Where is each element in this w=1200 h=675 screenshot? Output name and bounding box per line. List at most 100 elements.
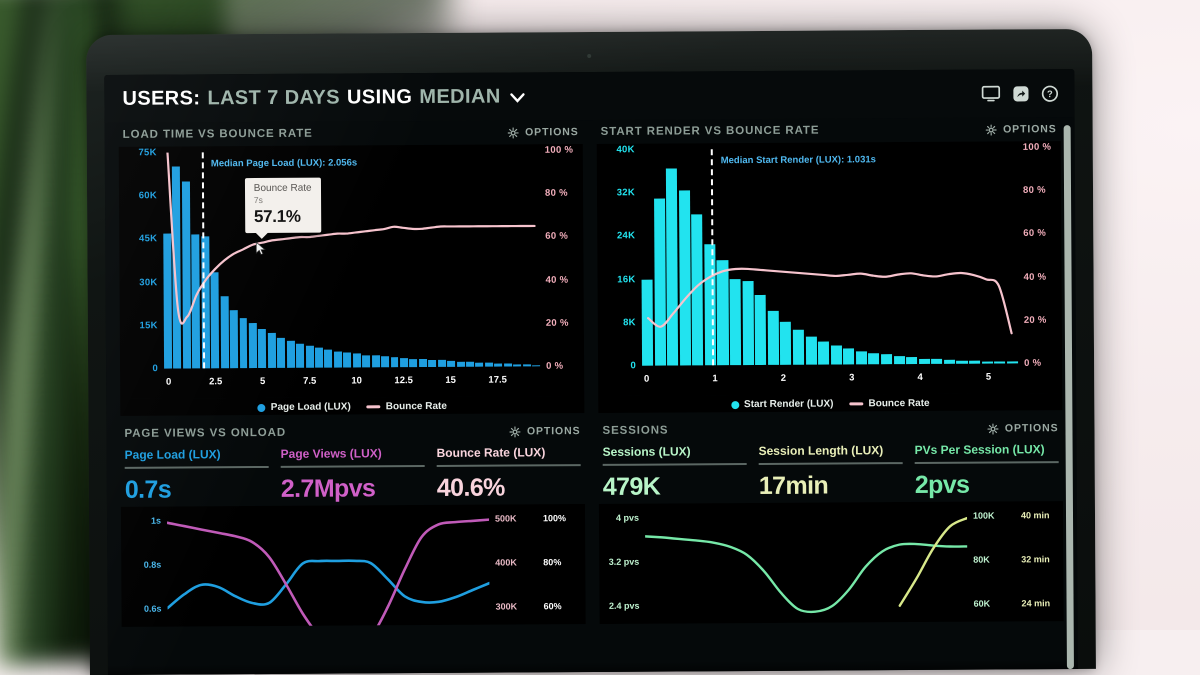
y-tick-left: 0.6s xyxy=(143,603,162,614)
y-tick-right: 0 % xyxy=(546,360,564,372)
legend-item[interactable]: Page Load (LUX) xyxy=(257,401,351,413)
legend-label: Bounce Rate xyxy=(868,397,930,410)
legend-label: Start Render (LUX) xyxy=(743,398,834,411)
y-axis-right-start-render: 100 % 80 % 60 % 40 % 20 % 0 % xyxy=(1017,141,1063,393)
y-tick-right: 80 % xyxy=(544,187,568,199)
title-using: USING xyxy=(346,85,413,108)
y-tick-right: 60 % xyxy=(1023,228,1047,240)
chevron-down-icon[interactable] xyxy=(510,88,526,104)
y-tick-right: 100 % xyxy=(1022,141,1052,153)
y-tick-right-b: 24 min xyxy=(1021,597,1051,608)
y-tick-right: 60 % xyxy=(545,231,569,243)
plot-area-mini-sessions xyxy=(645,501,968,623)
legend-label: Page Load (LUX) xyxy=(270,401,351,413)
y-tick-left: 75K xyxy=(138,147,157,159)
gear-icon xyxy=(509,425,521,438)
gear-icon xyxy=(986,124,998,136)
kpi-value: 40.6% xyxy=(436,473,505,502)
x-axis-load-time: 0 2.5 5 7.5 10 12.5 15 17.5 xyxy=(164,374,540,390)
chart-load-time-vs-bounce-rate[interactable]: 75K 60K 45K 30K 15K 0 100 % 80 % 60 % 40 % 20 % 0 … xyxy=(118,144,585,399)
y-tick-right-b: 60% xyxy=(543,600,562,611)
chart-start-render-vs-bounce-rate[interactable]: 40K 32K 24K 16K 8K 0 100 % 80 % 60 % 40 % 20 % 0 %… xyxy=(596,141,1063,396)
y-axis-left-mini-sessions: 4 pvs 3.2 pvs 2.4 pvs xyxy=(599,503,646,623)
kpi-card[interactable]: Bounce Rate (LUX) 40.6% xyxy=(437,445,581,502)
y-axis-left-mini-page-views: 1s 0.8s 0.6s xyxy=(121,506,168,626)
options-button-sessions[interactable]: OPTIONS xyxy=(987,422,1059,434)
kpi-value: 0.7s xyxy=(124,475,172,504)
options-button-load-time[interactable]: OPTIONS xyxy=(508,126,579,138)
mini-chart-page-views[interactable]: 1s 0.8s 0.6s 500K 400K 300K 100% 80% 60% xyxy=(120,503,586,627)
legend-load-time: Page Load (LUX) Bounce Rate xyxy=(120,396,585,416)
y-tick-left: 0 xyxy=(152,363,159,375)
y-tick-left: 24K xyxy=(616,230,636,242)
kpi-card[interactable]: Page Load (LUX) 0.7s xyxy=(125,447,269,504)
plot-area-load-time: Median Page Load (LUX): 2.056s Bounce Ra… xyxy=(163,150,541,369)
y-axis-right-mini-sessions: 100K 80K 60K 40 min 32 min 24 min xyxy=(967,501,1064,622)
median-label-start-render: Median Start Render (LUX): 1.031s xyxy=(720,154,876,167)
panel-load-time-vs-bounce-rate: LOAD TIME VS BOUNCE RATE OPTIONS 75K 60K 4… xyxy=(118,120,585,416)
options-button-page-views[interactable]: OPTIONS xyxy=(509,425,581,438)
mini-chart-sessions[interactable]: 4 pvs 3.2 pvs 2.4 pvs 100K 80K 60K 40 min 32 m… xyxy=(598,500,1064,624)
gear-icon xyxy=(508,126,520,139)
options-button-start-render[interactable]: OPTIONS xyxy=(986,123,1057,135)
x-tick: 1 xyxy=(712,373,718,385)
tooltip-subtitle: 7s xyxy=(253,195,263,206)
kpi-value: 479K xyxy=(602,472,661,501)
legend-line-icon xyxy=(849,402,864,406)
legend-label: Bounce Rate xyxy=(385,400,447,413)
charts-row-bottom: PAGE VIEWS VS ONLOAD OPTIONS Page Load (… xyxy=(106,416,1077,627)
y-tick-right-b: 100% xyxy=(542,512,567,523)
y-tick-left: 15K xyxy=(139,319,158,332)
panel-title: LOAD TIME VS BOUNCE RATE xyxy=(122,127,313,141)
monitor-icon[interactable] xyxy=(981,85,1001,102)
y-tick-left: 4 pvs xyxy=(615,512,640,523)
kpi-label: Page Views (LUX) xyxy=(280,446,382,461)
y-tick-left: 1s xyxy=(150,515,162,526)
x-tick: 15 xyxy=(445,374,456,386)
kpi-card[interactable]: PVs Per Session (LUX) 2pvs xyxy=(915,442,1059,499)
y-tick-right-a: 300K xyxy=(495,600,518,612)
y-axis-left-start-render: 40K 32K 24K 16K 8K 0 xyxy=(597,144,643,396)
x-axis-start-render: 0 1 2 3 4 5 xyxy=(642,371,1018,387)
kpi-card[interactable]: Sessions (LUX) 479K xyxy=(603,444,747,501)
dashboard-header: USERS: LAST 7 DAYS USING MEDIAN xyxy=(104,69,1075,123)
panel-title: START RENDER VS BOUNCE RATE xyxy=(600,124,820,138)
y-tick-right-b: 32 min xyxy=(1021,553,1050,564)
y-tick-right: 20 % xyxy=(1023,314,1047,326)
y-tick-left: 8K xyxy=(623,317,636,329)
kpi-label: Session Length (LUX) xyxy=(758,443,884,458)
y-tick-right: 40 % xyxy=(1023,271,1047,283)
x-tick: 7.5 xyxy=(303,375,317,387)
y-tick-right-a: 100K xyxy=(972,510,995,521)
kpi-card[interactable]: Session Length (LUX) 17min xyxy=(759,443,903,500)
kpi-label: Sessions (LUX) xyxy=(602,444,691,459)
y-axis-left-load-time: 75K 60K 45K 30K 15K 0 xyxy=(119,147,165,399)
legend-dot-icon xyxy=(257,403,266,412)
bottom-fade xyxy=(107,659,1078,675)
kpi-group-sessions: Sessions (LUX) 479K Session Length (LUX) 17… xyxy=(599,440,1063,501)
legend-item[interactable]: Bounce Rate xyxy=(366,400,447,413)
charts-row-top: LOAD TIME VS BOUNCE RATE OPTIONS 75K 60K 4… xyxy=(105,117,1077,416)
panel-title: PAGE VIEWS VS ONLOAD xyxy=(124,426,287,440)
x-tick: 2.5 xyxy=(209,376,223,388)
title-metric: MEDIAN xyxy=(419,85,501,108)
legend-item[interactable]: Start Render (LUX) xyxy=(731,399,834,411)
x-tick: 10 xyxy=(351,375,362,387)
kpi-card[interactable]: Page Views (LUX) 2.7Mpvs xyxy=(281,446,425,503)
y-tick-right-a: 400K xyxy=(495,556,517,568)
page-title[interactable]: USERS: LAST 7 DAYS USING MEDIAN xyxy=(122,85,525,110)
legend-item[interactable]: Bounce Rate xyxy=(849,397,930,410)
help-icon[interactable]: ? xyxy=(1041,85,1059,102)
y-tick-right-b: 80% xyxy=(543,556,562,567)
y-tick-left: 60K xyxy=(138,190,158,202)
kpi-label: PVs Per Session (LUX) xyxy=(914,442,1045,458)
x-tick: 12.5 xyxy=(394,375,413,387)
mouse-cursor xyxy=(255,240,266,255)
x-tick: 0 xyxy=(165,376,172,388)
y-tick-right: 80 % xyxy=(1022,184,1046,197)
y-tick-right-b: 40 min xyxy=(1020,509,1050,520)
y-tick-right: 100 % xyxy=(544,144,574,156)
share-icon[interactable] xyxy=(1012,85,1029,102)
legend-start-render: Start Render (LUX) Bounce Rate xyxy=(598,393,1063,413)
kpi-label: Bounce Rate (LUX) xyxy=(436,445,546,460)
